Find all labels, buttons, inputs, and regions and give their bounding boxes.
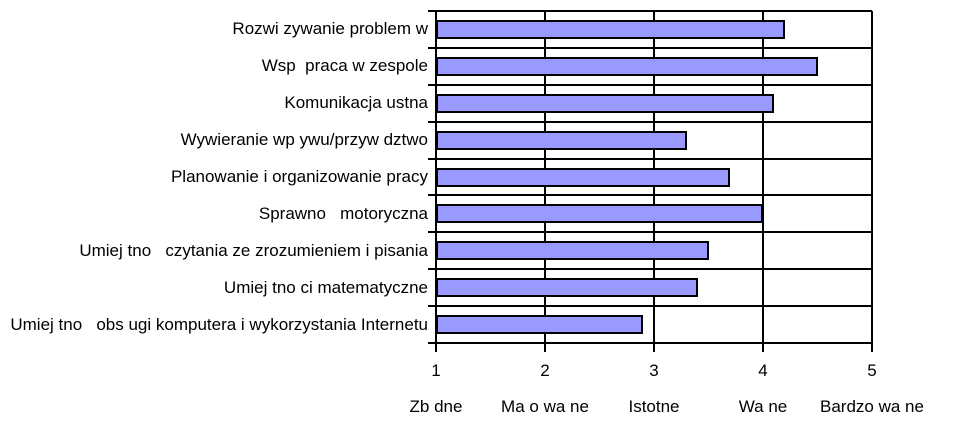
- x-scale-word-label: Zb dne: [409, 397, 463, 416]
- category-tick-mark: [428, 10, 436, 12]
- x-tick-mark: [871, 343, 873, 352]
- category-tick-mark: [428, 120, 436, 123]
- bar: [436, 241, 709, 261]
- x-scale-word-label: Wa ne: [738, 397, 788, 416]
- category-label: Wsp praca w zespole: [261, 56, 428, 76]
- category-label: Wywieranie wp ywu/przyw dztwo: [180, 130, 428, 150]
- bar: [436, 93, 774, 113]
- bar: [436, 204, 763, 224]
- x-tick-mark: [544, 343, 546, 352]
- x-tick-mark: [435, 343, 437, 352]
- category-label: Planowanie i organizowanie pracy: [170, 167, 428, 186]
- x-tick-label: 5: [867, 361, 877, 380]
- x-tick-label: 2: [540, 361, 550, 380]
- category-label: Umiej tno czytania ze zrozumieniem i pis…: [79, 240, 428, 260]
- category-label: Komunikacja ustna: [284, 93, 428, 113]
- x-tick-label: 3: [649, 361, 659, 380]
- bar: [436, 19, 785, 39]
- category-tick-mark: [428, 342, 436, 344]
- category-label: Umiej tno ci matematyczne: [223, 277, 428, 297]
- category-label: Rozwi zywanie problem w: [232, 19, 428, 39]
- category-label: Sprawno motoryczna: [258, 203, 428, 223]
- category-tick-mark: [428, 268, 436, 271]
- category-tick-mark: [428, 46, 436, 49]
- value-gridline: [762, 11, 764, 343]
- x-tick-mark: [653, 343, 655, 352]
- category-tick-mark: [428, 305, 436, 308]
- bar: [436, 130, 687, 150]
- x-tick-mark: [762, 343, 764, 352]
- bar: [436, 278, 698, 298]
- category-tick-mark: [428, 231, 436, 234]
- x-scale-word-label: Bardzo wa ne: [820, 397, 924, 416]
- x-scale-word-label: Ma o wa ne: [501, 397, 589, 416]
- bar: [436, 56, 818, 76]
- bar: [436, 167, 731, 187]
- bar: [436, 315, 644, 335]
- x-tick-label: 4: [758, 361, 768, 380]
- category-tick-mark: [428, 157, 436, 160]
- x-scale-word-label: Istotne: [628, 397, 680, 416]
- category-tick-mark: [428, 83, 436, 86]
- category-tick-mark: [428, 194, 436, 197]
- value-gridline: [871, 11, 873, 343]
- category-label: Umiej tno obs ugi komputera i wykorzysta…: [10, 314, 428, 334]
- x-tick-label: 1: [431, 361, 441, 380]
